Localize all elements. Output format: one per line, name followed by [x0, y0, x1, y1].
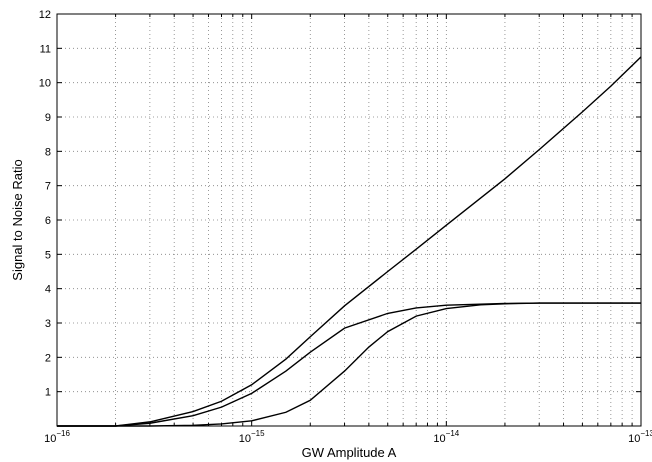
y-tick-label: 2 — [45, 352, 51, 364]
y-tick-label: 8 — [45, 146, 51, 158]
y-axis-label: Signal to Noise Ratio — [10, 159, 25, 280]
y-tick-label: 1 — [45, 387, 51, 399]
series-line-1 — [57, 56, 642, 427]
y-tick-label: 7 — [45, 181, 51, 193]
series-group — [57, 56, 642, 427]
x-axis-label: GW Amplitude A — [302, 445, 397, 460]
series-line-2 — [57, 302, 641, 427]
grid — [57, 14, 641, 426]
y-tick-label: 6 — [45, 215, 51, 227]
y-tick-label: 5 — [45, 249, 51, 261]
y-tick-label: 12 — [39, 9, 51, 21]
x-tick-label: 10−16 — [44, 429, 70, 445]
y-tick-label: 10 — [39, 78, 51, 90]
x-axis: 10−16 10−15 10−14 10−13 — [44, 14, 652, 445]
y-tick-label: 9 — [45, 112, 51, 124]
x-tick-label: 10−14 — [433, 429, 459, 445]
y-tick-label: 4 — [45, 284, 51, 296]
x-tick-label: 10−13 — [628, 429, 652, 445]
y-tick-label: 3 — [45, 318, 51, 330]
y-tick-label: 11 — [40, 43, 51, 55]
x-tick-label: 10−15 — [239, 429, 265, 445]
series-line-3 — [57, 302, 641, 427]
